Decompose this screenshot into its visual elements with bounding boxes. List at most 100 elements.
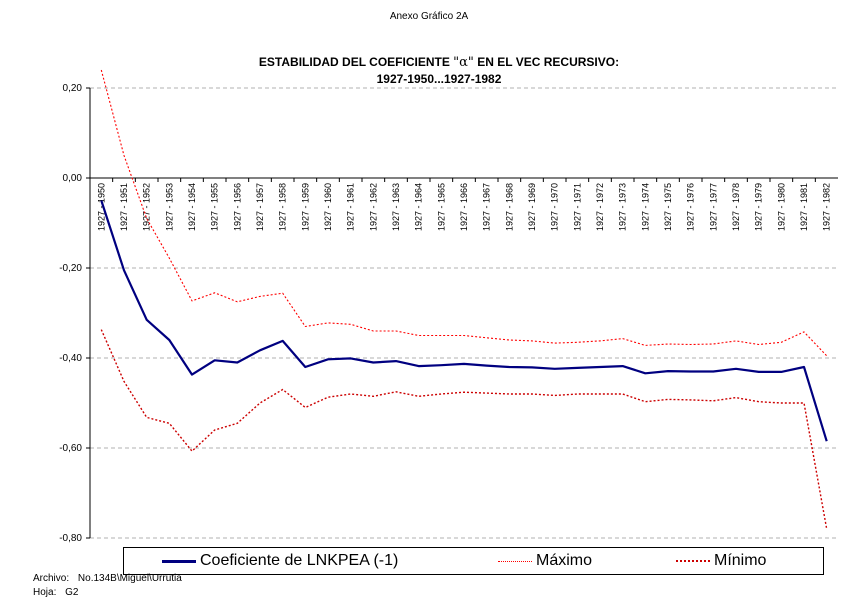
point-min-6 [237, 423, 238, 424]
point-min-19 [531, 393, 532, 394]
point-coef-26 [690, 371, 691, 372]
x-tick-label-0: 1927 - 1950 [96, 183, 106, 231]
point-min-26 [690, 399, 691, 400]
point-max-28 [735, 340, 736, 341]
point-coef-15 [441, 365, 442, 366]
point-coef-32 [826, 441, 827, 442]
x-tick-label-27: 1927 - 1977 [708, 183, 718, 231]
point-coef-24 [645, 373, 646, 374]
x-tick-label-15: 1927 - 1965 [436, 183, 446, 231]
point-coef-23 [622, 366, 623, 367]
point-min-15 [441, 393, 442, 394]
point-max-0 [101, 69, 102, 70]
point-coef-5 [214, 360, 215, 361]
point-coef-20 [554, 368, 555, 369]
y-tick-label-0: 0,20 [63, 83, 83, 94]
x-tick-label-21: 1927 - 1971 [572, 183, 582, 231]
point-max-19 [531, 340, 532, 341]
x-tick-label-30: 1927 - 1980 [776, 183, 786, 231]
x-tick-label-1: 1927 - 1951 [119, 183, 129, 231]
point-min-30 [781, 402, 782, 403]
point-min-32 [826, 528, 827, 529]
point-coef-3 [169, 339, 170, 340]
footer-sheet-label: Hoja: [33, 587, 57, 598]
point-min-7 [259, 402, 260, 403]
point-min-11 [350, 393, 351, 394]
x-tick-label-8: 1927 - 1958 [278, 183, 288, 231]
point-max-4 [191, 300, 192, 301]
point-max-25 [667, 343, 668, 344]
point-coef-4 [191, 374, 192, 375]
x-tick-label-32: 1927 - 1982 [822, 183, 832, 231]
point-coef-27 [713, 371, 714, 372]
point-max-1 [123, 155, 124, 156]
point-max-5 [214, 292, 215, 293]
point-coef-7 [259, 350, 260, 351]
alpha-symbol: "α" [453, 55, 474, 70]
point-min-16 [463, 392, 464, 393]
legend-item-min: Mínimo [676, 551, 766, 571]
point-coef-6 [237, 362, 238, 363]
axis-layer: 0,20 0,00 -0,20 -0,40 -0,60 -0,80 1927 - 1950 1… [59, 83, 838, 544]
legend-swatch-max [498, 560, 532, 562]
point-coef-12 [373, 362, 374, 363]
point-max-20 [554, 343, 555, 344]
point-min-9 [305, 407, 306, 408]
point-coef-0 [101, 200, 102, 201]
point-max-17 [486, 337, 487, 338]
point-coef-28 [735, 368, 736, 369]
legend-label-coef: Coeficiente de LNKPEA (-1) [200, 552, 399, 569]
legend-item-max: Máximo [498, 551, 592, 571]
point-max-12 [373, 330, 374, 331]
point-coef-30 [781, 371, 782, 372]
point-coef-13 [395, 361, 396, 362]
x-tick-label-29: 1927 - 1979 [754, 183, 764, 231]
y-tick-label-4: -0,60 [59, 443, 82, 454]
x-tick-label-19: 1927 - 1969 [527, 183, 537, 231]
point-max-3 [169, 258, 170, 259]
point-max-21 [577, 342, 578, 343]
point-min-1 [123, 381, 124, 382]
x-tick-label-5: 1927 - 1955 [210, 183, 220, 231]
point-min-17 [486, 393, 487, 394]
point-max-16 [463, 335, 464, 336]
y-tick-label-1: 0,00 [63, 173, 83, 184]
x-tick-label-28: 1927 - 1978 [731, 183, 741, 231]
point-coef-16 [463, 363, 464, 364]
x-tick-label-18: 1927 - 1968 [504, 183, 514, 231]
point-min-27 [713, 400, 714, 401]
point-min-13 [395, 391, 396, 392]
point-coef-29 [758, 371, 759, 372]
title-part1: ESTABILIDAD DEL COEFICIENTE [258, 55, 450, 69]
point-min-2 [146, 417, 147, 418]
point-max-18 [509, 339, 510, 340]
point-max-26 [690, 344, 691, 345]
x-tick-label-12: 1927 - 1962 [368, 183, 378, 231]
chart-subtitle: 1927-1950...1927-1982 [376, 72, 502, 86]
point-max-7 [259, 296, 260, 297]
x-tick-label-7: 1927 - 1957 [255, 183, 265, 231]
x-tick-label-2: 1927 - 1952 [142, 183, 152, 231]
legend-swatch-coef [162, 559, 196, 563]
point-max-15 [441, 335, 442, 336]
series-line-max [100, 69, 828, 357]
point-max-11 [350, 324, 351, 325]
x-tick-label-14: 1927 - 1964 [414, 183, 424, 231]
x-tick-label-20: 1927 - 1970 [550, 183, 560, 231]
point-max-30 [781, 342, 782, 343]
point-max-31 [803, 331, 804, 332]
x-tick-label-22: 1927 - 1972 [595, 183, 605, 231]
point-max-22 [599, 340, 600, 341]
series-line-coef [100, 200, 828, 442]
point-max-27 [713, 343, 714, 344]
x-tick-label-26: 1927 - 1976 [686, 183, 696, 231]
footer-sheet-value: G2 [65, 587, 79, 598]
point-coef-31 [803, 366, 804, 367]
point-max-29 [758, 344, 759, 345]
point-max-23 [622, 338, 623, 339]
point-min-12 [373, 396, 374, 397]
x-tick-label-23: 1927 - 1973 [618, 183, 628, 231]
point-min-8 [282, 389, 283, 390]
point-min-21 [577, 393, 578, 394]
